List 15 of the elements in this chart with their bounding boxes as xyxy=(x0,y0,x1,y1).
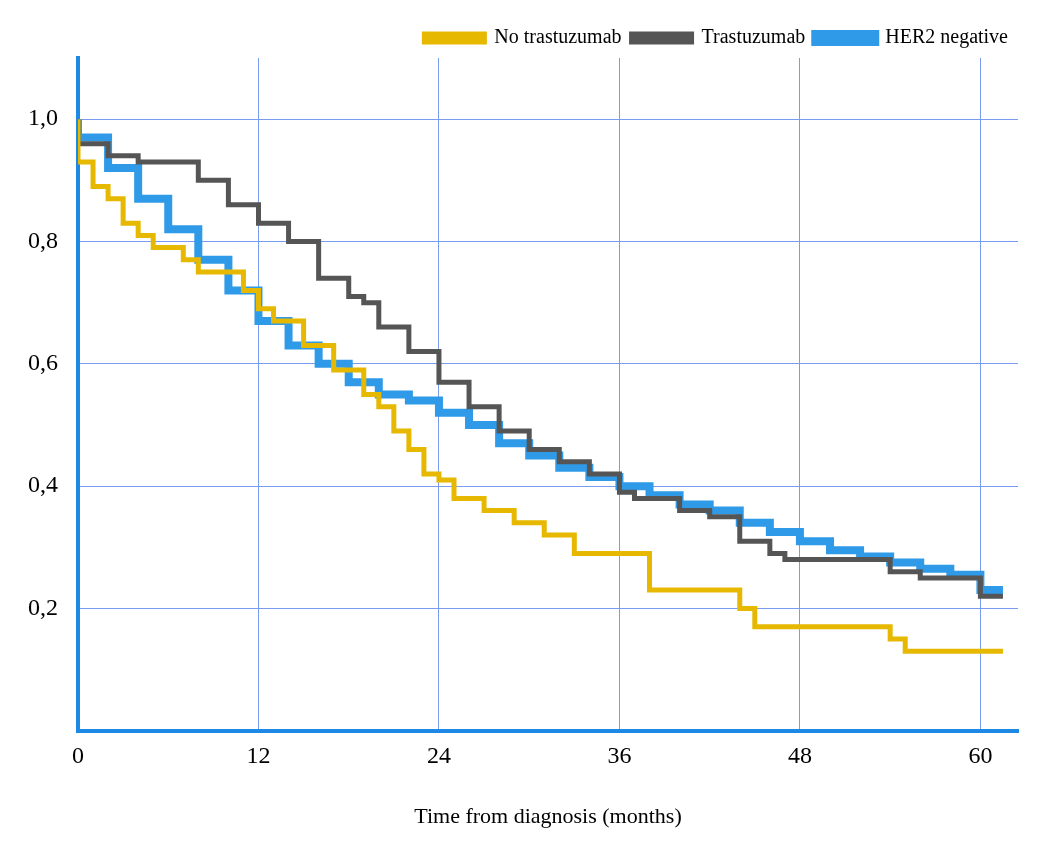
y-tick-label: 0,8 xyxy=(28,226,58,253)
legend-label: HER2 negative xyxy=(885,25,1009,49)
legend-label: Trastuzumab xyxy=(701,25,806,48)
x-tick-label: 60 xyxy=(968,742,993,769)
x-axis-title: Time from diagnosis (months) xyxy=(414,802,682,828)
x-tick-label: 24 xyxy=(426,742,451,769)
y-tick-label: 0,6 xyxy=(28,349,58,376)
y-tick-label: 0,2 xyxy=(28,593,58,620)
x-tick-label: 0 xyxy=(72,742,84,769)
y-tick-label: 0,4 xyxy=(28,471,58,498)
x-tick-label: 12 xyxy=(246,742,271,769)
x-tick-label: 48 xyxy=(787,742,812,769)
y-tick-label: 1,0 xyxy=(28,104,58,131)
legend-label: No trastuzumab xyxy=(494,25,622,48)
x-tick-label: 36 xyxy=(607,742,632,769)
